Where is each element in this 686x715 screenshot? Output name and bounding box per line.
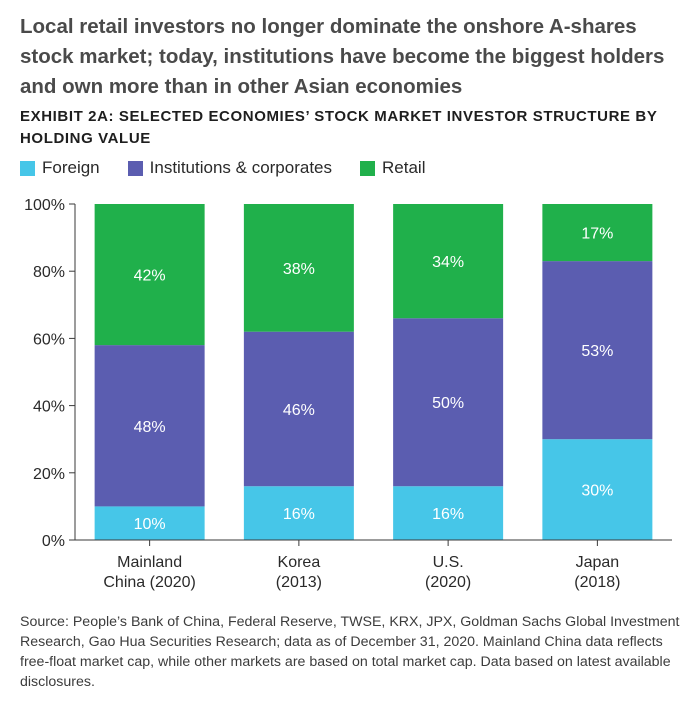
exhibit-title: EXHIBIT 2A: SELECTED ECONOMIES’ STOCK MA… xyxy=(20,108,658,147)
bar-segment xyxy=(393,204,504,319)
legend-label-foreign: Foreign xyxy=(42,158,100,177)
data-label: 16% xyxy=(432,506,464,523)
data-label: 46% xyxy=(283,402,315,419)
legend-item-retail: Retail xyxy=(360,158,425,178)
legend-label-retail: Retail xyxy=(382,158,426,177)
data-label: 48% xyxy=(134,419,166,436)
legend-swatch-foreign xyxy=(20,160,35,176)
bar-segment xyxy=(243,331,354,487)
legend: Foreign Institutions & corporates Retail xyxy=(20,156,453,180)
data-label: 16% xyxy=(283,506,315,523)
source-note: Source: People’s Bank of China, Federal … xyxy=(20,614,680,690)
y-tick-label: 40% xyxy=(33,399,65,416)
legend-item-foreign: Foreign xyxy=(20,158,100,178)
x-tick-label: U.S. xyxy=(433,554,464,571)
legend-label-institutions: Institutions & corporates xyxy=(149,158,333,177)
x-tick-label: Mainland xyxy=(117,554,182,571)
data-label: 30% xyxy=(581,483,613,500)
stacked-bar-chart: 10% 48% 42% Mainland China (2020) 16% 46% 38% Ko… xyxy=(24,197,672,591)
y-tick-label: 60% xyxy=(33,331,65,348)
bar-segment xyxy=(94,345,205,507)
y-tick-label: 0% xyxy=(42,533,65,550)
bar-segment xyxy=(243,486,354,540)
data-label: 38% xyxy=(283,261,315,278)
y-tick-label: 100% xyxy=(24,197,65,214)
y-tick-label: 20% xyxy=(33,466,65,483)
data-label: 34% xyxy=(432,254,464,271)
data-label: 42% xyxy=(134,268,166,285)
bar-segment xyxy=(542,261,653,440)
bar-segment xyxy=(393,486,504,540)
x-tick-label: China (2020) xyxy=(103,574,196,591)
bar-segment xyxy=(542,204,653,262)
bar-segment xyxy=(94,506,205,540)
bar-segment xyxy=(542,439,653,540)
legend-swatch-retail xyxy=(360,160,376,176)
bar-segment xyxy=(94,204,205,346)
data-label: 10% xyxy=(134,516,166,533)
bar-segment xyxy=(243,204,354,332)
legend-swatch-institutions xyxy=(127,160,143,176)
data-label: 17% xyxy=(581,226,613,243)
legend-item-institutions: Institutions & corporates xyxy=(127,158,333,178)
x-tick-label: Korea xyxy=(278,554,321,571)
x-tick-label: Japan xyxy=(576,554,620,571)
data-label: 53% xyxy=(581,343,613,360)
bar-segment xyxy=(393,318,504,487)
data-label: 50% xyxy=(432,395,464,412)
x-tick-label: (2020) xyxy=(425,574,471,591)
x-tick-label: (2013) xyxy=(276,574,322,591)
headline: Local retail investors no longer dominat… xyxy=(20,15,665,98)
y-tick-label: 80% xyxy=(33,264,65,281)
x-tick-label: (2018) xyxy=(574,574,620,591)
